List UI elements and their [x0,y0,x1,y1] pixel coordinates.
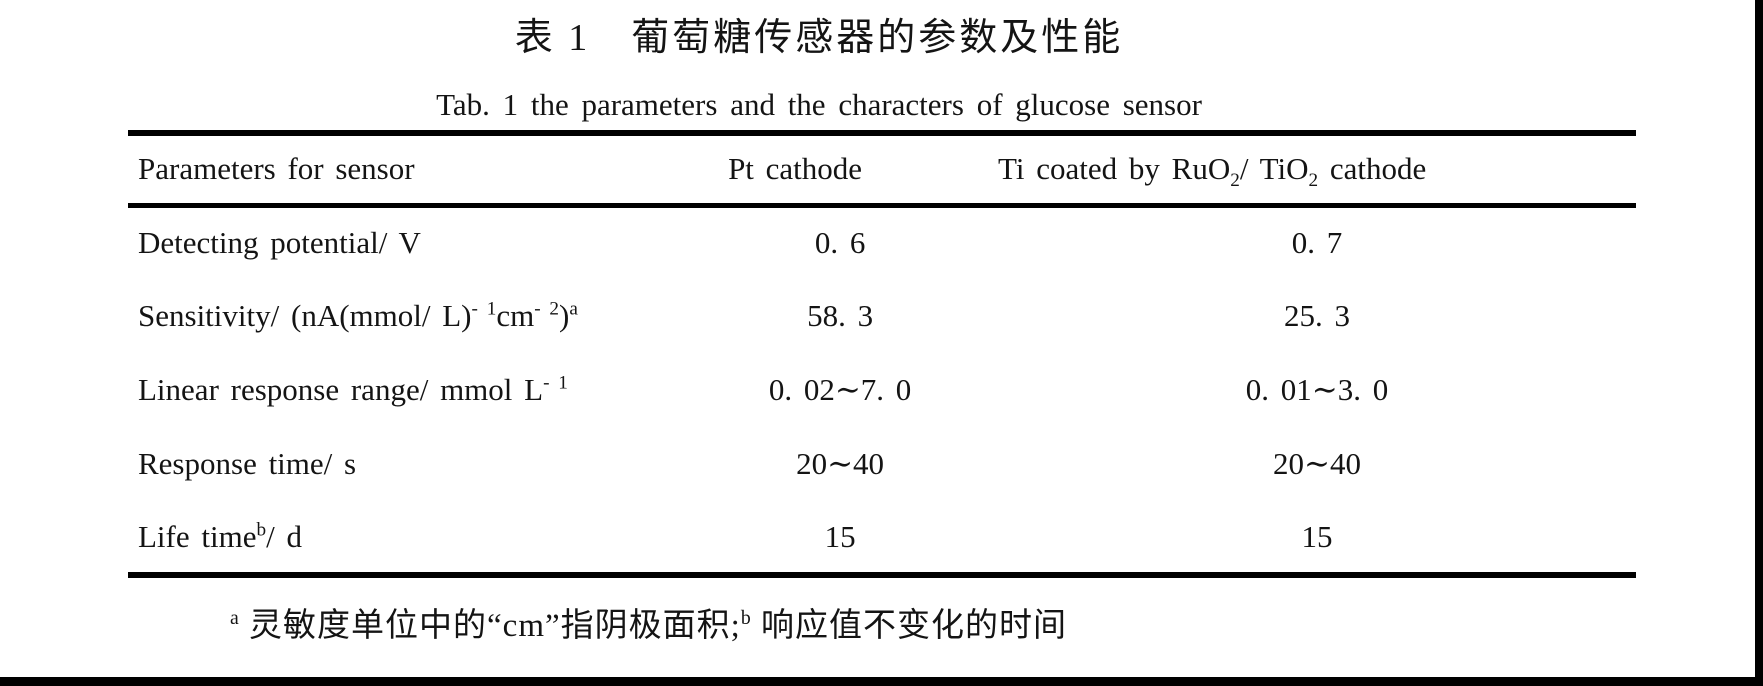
header-parameters: Parameters for sensor [138,151,415,187]
ti-cathode-value: 0. 7 [1291,225,1343,261]
ti-cathode-value: 15 [1301,518,1333,554]
parameter-text: ) [559,298,570,333]
table-row-response-time: Response time/ s 20∼40 20∼40 [128,427,1636,501]
footnote-marker-b: b [740,607,752,629]
parameter-label-cell: Sensitivity/ (nA(mmol/ L)- 1cm- 2)a [128,279,682,353]
header-row: Parameters for sensor Pt cathode Ti coat… [128,133,1636,205]
superscript-exponent: - 2 [534,298,559,320]
parameter-text: Sensitivity/ (nA(mmol/ L) [138,298,472,333]
parameter-label-cell: Linear response range/ mmol L- 1 [128,353,682,427]
pt-cathode-value: 0. 02∼7. 0 [768,372,912,407]
table-row-life-time: Life timeb/ d 15 15 [128,501,1636,575]
header-ti-text: / TiO [1239,151,1309,187]
scan-artifact-right-bar [1755,0,1763,686]
parameter-text: / d [266,518,302,554]
ti-cathode-value: 0. 01∼3. 0 [1245,372,1389,407]
table-header: Parameters for sensor Pt cathode Ti coat… [128,133,1636,205]
header-ti-text: cathode [1318,151,1427,187]
footnote-marker-a: a [230,607,240,629]
footnote-text-a: 灵敏度单位中的“cm”指阴极面积; [239,608,741,644]
scan-artifact-bottom-bar [0,677,1763,686]
table-row-sensitivity: Sensitivity/ (nA(mmol/ L)- 1cm- 2)a 58. … [128,279,1636,353]
glucose-sensor-table: Parameters for sensor Pt cathode Ti coat… [128,130,1636,578]
table-row-linear-response-range: Linear response range/ mmol L- 1 0. 02∼7… [128,353,1636,427]
subscript-2: 2 [1308,170,1319,192]
table-row-detecting-potential: Detecting potential/ V 0. 6 0. 7 [128,205,1636,279]
table-body: Detecting potential/ V 0. 6 0. 7 Sensiti… [128,205,1636,575]
footnote-text-b: 响应值不变化的时间 [751,608,1067,644]
superscript-note-a: a [569,298,578,320]
table-footnote: a 灵敏度单位中的“cm”指阴极面积;b 响应值不变化的时间 [230,598,1067,646]
parameter-text: cm [496,298,535,333]
parameter-text: Life time [138,518,257,554]
table-titles: 表 1 葡萄糖传感器的参数及性能 Tab. 1 the parameters a… [128,0,1510,123]
table-title-chinese: 表 1 葡萄糖传感器的参数及性能 [514,17,1124,59]
header-pt-cathode: Pt cathode [728,151,863,187]
pt-cathode-value: 20∼40 [796,446,885,481]
header-ti-cathode: Ti coated by RuO2/ TiO2 cathode [998,133,1636,205]
ti-cathode-value: 20∼40 [1273,446,1362,481]
pt-cathode-value: 15 [824,518,856,554]
pt-cathode-value: 58. 3 [807,298,874,333]
pt-cathode-value: 0. 6 [814,225,866,261]
superscript-note-b: b [256,519,267,541]
superscript-exponent: - 1 [471,298,497,320]
table-title-english: Tab. 1 the parameters and the characters… [436,87,1202,122]
subscript-2: 2 [1230,170,1240,192]
superscript-exponent: - 1 [543,372,568,394]
parameter-label-cell: Response time/ s [138,446,357,481]
parameter-label-cell: Detecting potential/ V [138,225,421,261]
parameter-text: Linear response range/ mmol L [138,372,544,407]
parameter-label-cell: Life timeb/ d [128,501,682,575]
header-ti-text: Ti coated by RuO [998,151,1231,187]
ti-cathode-value: 25. 3 [1284,298,1351,333]
